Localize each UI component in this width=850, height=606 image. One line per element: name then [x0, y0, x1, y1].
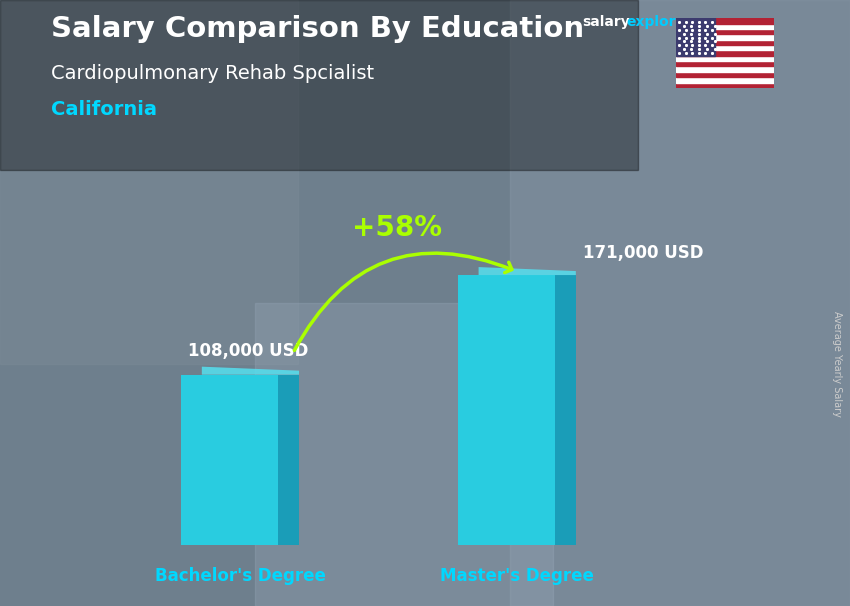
Bar: [0, 0, 298, 364]
Text: explorer: explorer: [626, 15, 692, 29]
Text: Average Yearly Salary: Average Yearly Salary: [832, 311, 842, 416]
Text: Cardiopulmonary Rehab Spcialist: Cardiopulmonary Rehab Spcialist: [51, 64, 374, 82]
Polygon shape: [278, 375, 299, 545]
Bar: [181, 375, 278, 545]
Bar: [676, 18, 715, 56]
Text: 108,000 USD: 108,000 USD: [189, 342, 309, 360]
Bar: [676, 45, 774, 50]
Bar: [676, 50, 774, 56]
Bar: [457, 275, 555, 545]
Bar: [676, 77, 774, 82]
Text: +58%: +58%: [353, 214, 443, 242]
Text: California: California: [51, 100, 157, 119]
Polygon shape: [479, 267, 575, 275]
Bar: [676, 24, 774, 29]
Bar: [676, 61, 774, 67]
Text: Bachelor's Degree: Bachelor's Degree: [155, 567, 326, 585]
Bar: [676, 82, 774, 88]
Bar: [0, 0, 638, 170]
Bar: [510, 0, 850, 606]
Bar: [676, 67, 774, 72]
Text: 171,000 USD: 171,000 USD: [583, 244, 704, 262]
Text: salary: salary: [582, 15, 630, 29]
Bar: [255, 303, 552, 606]
Bar: [676, 29, 774, 35]
Text: Master's Degree: Master's Degree: [439, 567, 593, 585]
Text: .com: .com: [685, 15, 722, 29]
Bar: [676, 56, 774, 61]
Bar: [676, 72, 774, 77]
Bar: [676, 35, 774, 39]
Bar: [676, 18, 774, 24]
Polygon shape: [201, 367, 299, 375]
Text: Salary Comparison By Education: Salary Comparison By Education: [51, 15, 584, 43]
Bar: [676, 39, 774, 45]
Polygon shape: [555, 275, 575, 545]
